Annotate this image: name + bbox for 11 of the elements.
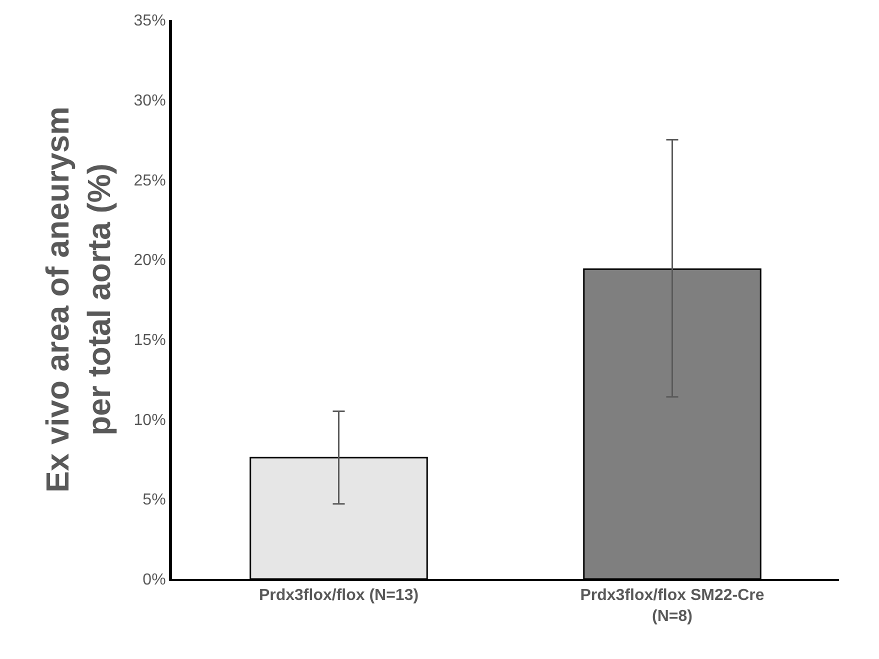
y-tick-label: 20% [134,252,166,270]
y-tick-label: 15% [134,332,166,350]
y-tick-label: 25% [134,172,166,190]
y-tick-label: 5% [142,492,166,509]
x-tick-label: Prdx3flox/flox SM22-Cre (N=8) [580,587,764,625]
y-axis-title: Ex vivo area of aneurysm per total aorta (%) [39,106,118,492]
y-tick-label: 10% [134,412,166,429]
y-tick-label: 35% [134,12,166,30]
y-tick-label: 0% [142,572,166,589]
y-tick-label: 30% [134,92,166,110]
x-tick-label: Prdx3flox/flox (N=13) [258,587,419,604]
